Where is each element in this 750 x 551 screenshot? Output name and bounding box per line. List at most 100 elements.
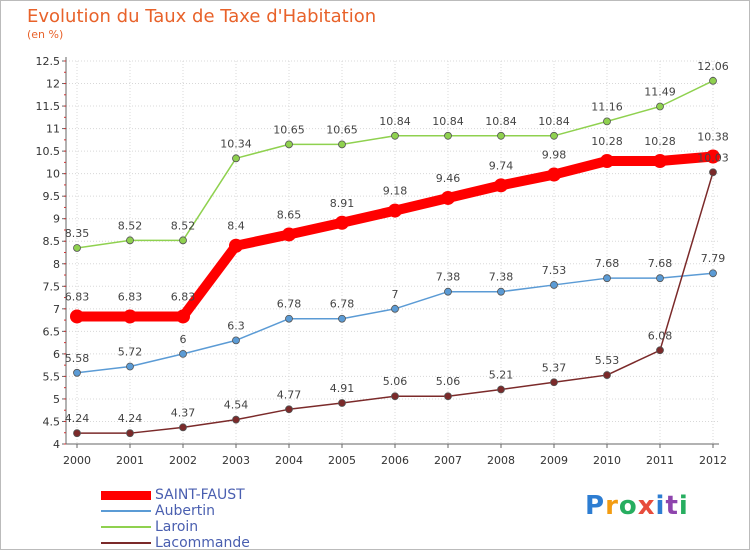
data-point: [232, 336, 240, 345]
data-label: 6.83: [118, 290, 143, 303]
data-point: [282, 227, 296, 242]
data-label: 11.16: [591, 100, 623, 113]
data-label: 5.06: [383, 375, 408, 388]
data-label: 7.79: [701, 252, 726, 265]
data-label: 7.53: [542, 264, 567, 277]
x-tick-label: 2000: [63, 454, 91, 467]
y-tick-label: 10.5: [36, 145, 61, 158]
data-label: 9.46: [436, 172, 461, 185]
data-point: [123, 309, 137, 324]
legend-label: Lacommande: [155, 535, 250, 551]
x-tick-label: 2002: [169, 454, 197, 467]
data-point: [709, 76, 717, 85]
y-tick-label: 10: [46, 168, 60, 181]
data-point: [656, 102, 664, 111]
data-label: 5.21: [489, 368, 514, 381]
data-label: 4.77: [277, 388, 302, 401]
axes: 4 4.5 5 5.5 6 6.5 7 7.5 8 8.5 9 9.5 10 10.5 11 11.5 12 12…: [36, 55, 728, 467]
data-point: [706, 149, 720, 164]
data-point: [73, 368, 81, 377]
y-tick-label: 12.5: [36, 55, 61, 68]
y-tick-label: 9.5: [43, 190, 61, 203]
x-tick-label: 2009: [540, 454, 568, 467]
x-tick-label: 2011: [646, 454, 674, 467]
data-point: [497, 287, 505, 296]
proxiti-logo: Proxiti: [585, 491, 689, 521]
legend-item: Laroin: [101, 519, 250, 535]
data-point: [126, 429, 134, 438]
data-label: 10.38: [697, 131, 729, 144]
data-label: 10.84: [538, 115, 570, 128]
logo-letter: i: [655, 491, 666, 521]
x-tick-label: 2010: [593, 454, 621, 467]
data-label: 9.18: [383, 185, 408, 198]
data-point: [709, 168, 717, 177]
logo-letter: o: [618, 491, 638, 521]
chart-title: Evolution du Taux de Taxe d'Habitation: [27, 6, 377, 27]
data-point: [547, 167, 561, 182]
data-label: 10.28: [591, 135, 623, 148]
logo-letter: r: [605, 491, 619, 521]
y-tick-label: 8.5: [43, 235, 61, 248]
data-point: [126, 362, 134, 371]
data-label: 6.3: [227, 319, 245, 332]
data-label: 8.91: [330, 197, 355, 210]
y-tick-label: 8: [53, 258, 60, 271]
data-label: 7.38: [436, 271, 461, 284]
legend-swatch: [101, 526, 151, 528]
data-label: 5.58: [65, 352, 90, 365]
data-point: [709, 269, 717, 278]
data-label: 5.53: [595, 354, 620, 367]
data-point: [73, 244, 81, 252]
x-tick-label: 2006: [381, 454, 409, 467]
data-label: 7.38: [489, 271, 514, 284]
data-label: 8.52: [118, 219, 143, 232]
data-label: 7.68: [648, 257, 673, 270]
y-tick-label: 6: [53, 348, 60, 361]
data-label: 10.84: [432, 115, 464, 128]
data-point: [179, 423, 187, 432]
data-point: [179, 349, 187, 358]
data-label: 10.03: [697, 151, 729, 164]
logo-letter: i: [678, 491, 689, 521]
data-point: [550, 378, 558, 387]
data-label: 6: [180, 333, 187, 346]
y-tick-label: 4.5: [43, 415, 61, 428]
data-point: [550, 281, 558, 289]
y-tick-label: 7: [53, 303, 60, 316]
y-tick-label: 4: [53, 438, 60, 451]
chart-subtitle: (en %): [27, 28, 64, 41]
data-point: [494, 178, 508, 193]
data-label: 5.37: [542, 361, 567, 374]
data-point: [653, 154, 667, 169]
data-point: [126, 236, 134, 245]
data-point: [603, 274, 611, 283]
legend-swatch: [101, 542, 151, 544]
data-label: 4.91: [330, 382, 355, 395]
data-point: [444, 287, 452, 296]
legend-swatch: [101, 510, 151, 512]
data-point: [603, 117, 611, 126]
data-label: 6.83: [171, 290, 196, 303]
data-point: [285, 140, 293, 149]
legend-item: SAINT-FAUST: [101, 487, 250, 503]
data-label: 5.72: [118, 345, 143, 358]
legend-label: Laroin: [155, 519, 199, 535]
data-label: 10.65: [273, 123, 305, 136]
data-point: [338, 314, 346, 323]
data-label: 6.78: [330, 298, 355, 311]
series-lines: [70, 76, 720, 438]
logo-letter: x: [637, 491, 656, 521]
data-point: [229, 238, 243, 253]
legend-label: SAINT-FAUST: [155, 487, 245, 503]
data-point: [176, 309, 190, 324]
data-point: [232, 154, 240, 163]
data-point: [285, 405, 293, 414]
logo-letter: P: [585, 491, 606, 521]
data-point: [656, 274, 664, 283]
data-label: 7.68: [595, 257, 620, 270]
data-point: [335, 215, 349, 230]
data-point: [391, 131, 399, 140]
x-tick-label: 2005: [328, 454, 356, 467]
